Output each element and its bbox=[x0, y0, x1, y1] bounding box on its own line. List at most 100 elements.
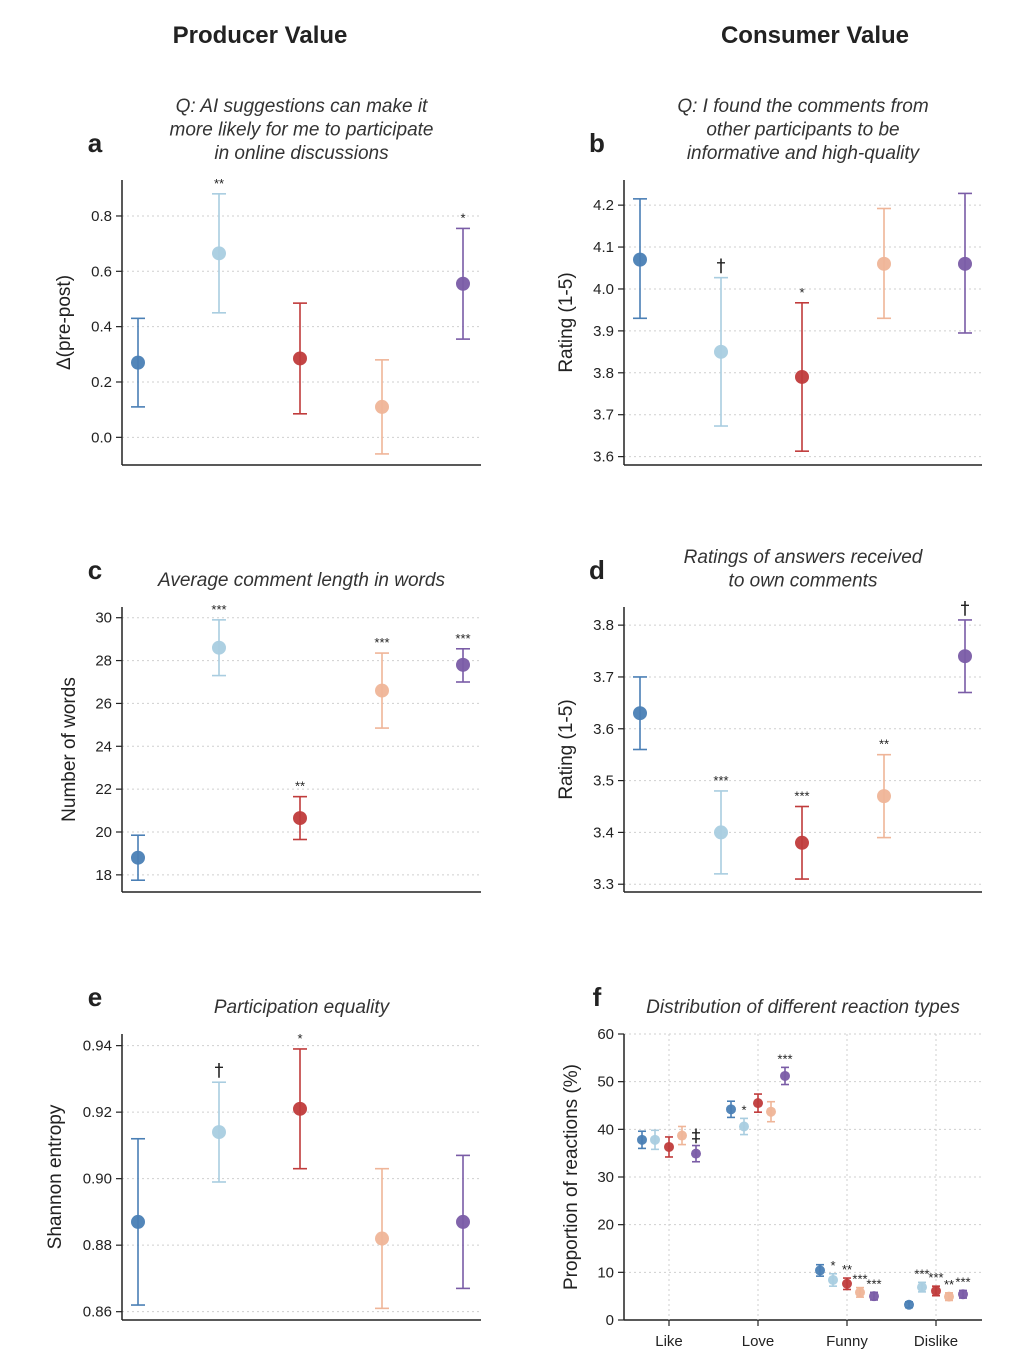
significance-label: † bbox=[215, 1060, 224, 1081]
panel-label-e: e bbox=[88, 982, 102, 1012]
data-point bbox=[212, 1125, 226, 1140]
significance-label: *** bbox=[955, 1274, 970, 1289]
significance-label: *** bbox=[211, 602, 226, 617]
y-tick-label: 3.9 bbox=[593, 323, 614, 340]
data-point bbox=[877, 789, 891, 804]
y-tick-label: 3.7 bbox=[593, 669, 614, 686]
data-point bbox=[212, 246, 226, 261]
panel-title-line: other participants to be bbox=[706, 120, 899, 141]
y-tick-label: 10 bbox=[597, 1264, 614, 1281]
data-point bbox=[815, 1265, 825, 1276]
y-tick-label: 4.1 bbox=[593, 239, 614, 256]
significance-label: *** bbox=[794, 789, 809, 804]
y-tick-label: 28 bbox=[95, 653, 112, 670]
significance-label: *** bbox=[455, 631, 470, 646]
panel-title-line: more likely for me to participate bbox=[170, 120, 434, 141]
y-tick-label: 60 bbox=[597, 1026, 614, 1043]
data-point bbox=[456, 1214, 470, 1229]
y-tick-label: 0.90 bbox=[83, 1171, 112, 1188]
y-axis-label: Rating (1-5) bbox=[556, 272, 577, 372]
data-point bbox=[869, 1291, 879, 1302]
significance-label: *** bbox=[866, 1276, 881, 1291]
panel-label-b: b bbox=[589, 128, 605, 158]
data-point bbox=[637, 1134, 647, 1145]
panel-title-line: Q: AI suggestions can make it bbox=[176, 96, 428, 117]
data-point bbox=[633, 252, 647, 267]
significance-label: * bbox=[460, 210, 465, 225]
data-point bbox=[633, 706, 647, 721]
panel-label-d: d bbox=[589, 555, 605, 585]
x-tick-label: Dislike bbox=[914, 1333, 958, 1350]
significance-label: * bbox=[830, 1258, 835, 1273]
consumer-value-header: Consumer Value bbox=[720, 22, 910, 49]
y-tick-label: 0.8 bbox=[91, 208, 112, 225]
significance-label: † bbox=[717, 256, 726, 277]
y-tick-label: 3.7 bbox=[593, 407, 614, 424]
significance-label: *** bbox=[777, 1051, 792, 1066]
data-point bbox=[375, 683, 389, 698]
data-point bbox=[131, 1214, 145, 1229]
data-point bbox=[293, 351, 307, 366]
data-point bbox=[131, 850, 145, 865]
data-point bbox=[375, 399, 389, 414]
y-tick-label: 50 bbox=[597, 1074, 614, 1091]
significance-label: ** bbox=[842, 1262, 852, 1277]
data-point bbox=[131, 355, 145, 370]
significance-label: ‡ bbox=[692, 1126, 701, 1147]
y-tick-label: 3.6 bbox=[593, 449, 614, 466]
x-tick-label: Like bbox=[655, 1333, 683, 1350]
significance-label: * bbox=[741, 1102, 746, 1117]
y-tick-label: 3.6 bbox=[593, 721, 614, 738]
data-point bbox=[828, 1274, 838, 1285]
data-point bbox=[714, 825, 728, 840]
y-tick-label: 0.86 bbox=[83, 1304, 112, 1321]
data-point bbox=[795, 835, 809, 850]
data-point bbox=[877, 256, 891, 271]
significance-label: *** bbox=[914, 1266, 929, 1281]
y-tick-label: 24 bbox=[95, 738, 112, 755]
data-point bbox=[739, 1121, 749, 1132]
y-tick-label: 3.3 bbox=[593, 876, 614, 893]
data-point bbox=[917, 1282, 927, 1293]
y-tick-label: 4.0 bbox=[593, 281, 614, 298]
significance-label: ** bbox=[214, 176, 224, 191]
y-tick-label: 3.4 bbox=[593, 824, 614, 841]
data-point bbox=[293, 811, 307, 826]
y-tick-label: 3.8 bbox=[593, 365, 614, 382]
data-point bbox=[456, 657, 470, 672]
y-tick-label: 0.88 bbox=[83, 1237, 112, 1254]
panel-title-line: Q: I found the comments from bbox=[677, 96, 928, 117]
y-axis-label: Rating (1-5) bbox=[556, 699, 577, 799]
producer-value-header: Producer Value bbox=[172, 22, 348, 49]
panel-title-line: Average comment length in words bbox=[157, 570, 445, 591]
significance-label: *** bbox=[928, 1270, 943, 1285]
significance-label: † bbox=[961, 598, 970, 619]
y-tick-label: 30 bbox=[597, 1169, 614, 1186]
data-point bbox=[726, 1104, 736, 1115]
panel-d: 3.3 3.4 3.5 3.6 3.7 3.8 d Ratings of answers re… bbox=[556, 547, 982, 893]
y-tick-label: 0 bbox=[606, 1312, 614, 1329]
y-tick-label: 0.6 bbox=[91, 263, 112, 280]
panel-title-line: informative and high-quality bbox=[687, 143, 921, 164]
panel-title-line: in online discussions bbox=[214, 143, 389, 164]
y-axis-label: Shannon entropy bbox=[45, 1104, 66, 1249]
panel-label-a: a bbox=[88, 128, 103, 158]
panel-title-line: Ratings of answers received bbox=[684, 547, 924, 568]
y-axis-label: Number of words bbox=[59, 677, 80, 822]
panel-f: 0 10 20 30 40 50 60 f Distribution of different … bbox=[561, 982, 982, 1350]
significance-label: ** bbox=[879, 737, 889, 752]
panel-title-line: Distribution of different reaction types bbox=[646, 997, 960, 1018]
panel-label-f: f bbox=[593, 982, 602, 1012]
panel-b: 3.6 3.7 3.8 3.9 4.0 4.1 4.2 b Q: I found the com… bbox=[556, 96, 982, 466]
y-tick-label: 0.92 bbox=[83, 1104, 112, 1121]
y-tick-label: 40 bbox=[597, 1121, 614, 1138]
data-point bbox=[795, 369, 809, 384]
data-point bbox=[456, 276, 470, 291]
y-tick-label: 0.4 bbox=[91, 319, 112, 336]
significance-label: * bbox=[799, 285, 804, 300]
data-point bbox=[931, 1285, 941, 1296]
significance-label: ** bbox=[295, 779, 305, 794]
data-point bbox=[855, 1287, 865, 1298]
data-point bbox=[293, 1101, 307, 1116]
